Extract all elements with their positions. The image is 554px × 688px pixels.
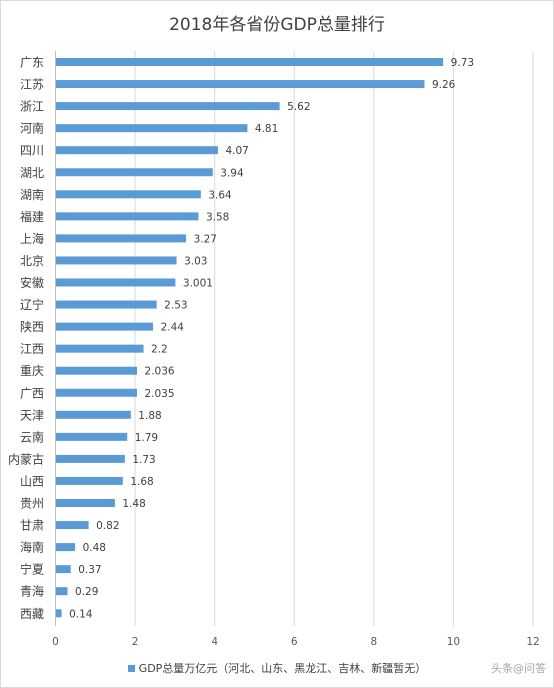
value-label: 0.82 xyxy=(96,520,119,532)
x-tick-label: 2 xyxy=(132,636,139,648)
value-label: 9.73 xyxy=(451,57,474,69)
bar xyxy=(56,278,176,287)
value-label: 3.58 xyxy=(206,211,229,223)
bar xyxy=(56,300,157,309)
category-label: 浙江 xyxy=(20,100,44,114)
bar xyxy=(56,80,425,89)
bar xyxy=(56,476,123,485)
bar xyxy=(56,344,144,353)
category-label: 湖南 xyxy=(20,187,44,202)
x-tick-label: 6 xyxy=(291,636,298,648)
x-tick-label: 0 xyxy=(52,636,59,648)
chart-title: 2018年各省份GDP总量排行 xyxy=(169,15,385,35)
bar xyxy=(56,609,62,618)
bar xyxy=(56,543,76,552)
value-label: 3.64 xyxy=(208,189,232,201)
bar xyxy=(56,454,125,463)
value-label: 3.03 xyxy=(184,255,207,267)
value-label: 9.26 xyxy=(432,79,456,91)
bar xyxy=(56,190,201,199)
value-label: 0.29 xyxy=(75,586,98,598)
value-label: 1.68 xyxy=(130,476,153,488)
category-label: 四川 xyxy=(20,144,44,158)
value-label: 3.27 xyxy=(194,233,217,245)
category-label: 福建 xyxy=(20,209,44,224)
value-label: 0.37 xyxy=(78,564,101,576)
value-label: 2.44 xyxy=(161,322,185,334)
value-label: 3.94 xyxy=(220,167,244,179)
category-label: 甘肃 xyxy=(20,519,44,533)
x-tick-label: 8 xyxy=(370,636,377,648)
value-label: 1.48 xyxy=(122,498,145,510)
category-label: 广西 xyxy=(20,386,44,400)
value-label: 4.07 xyxy=(225,145,248,157)
category-label: 天津 xyxy=(20,408,44,422)
bar xyxy=(56,587,68,596)
category-label: 重庆 xyxy=(20,364,44,378)
bar xyxy=(56,168,213,177)
category-label: 内蒙古 xyxy=(8,451,44,466)
category-label: 江西 xyxy=(20,342,44,356)
value-label: 2.035 xyxy=(144,388,174,400)
category-label: 云南 xyxy=(20,429,44,444)
legend: GDP总量万亿元（河北、山东、黑龙江、吉林、新疆暂无） xyxy=(0,660,554,676)
category-label: 河南 xyxy=(20,121,44,136)
bar xyxy=(56,410,131,419)
value-label: 0.14 xyxy=(69,608,93,620)
x-tick-label: 10 xyxy=(447,636,460,648)
bar xyxy=(56,432,128,441)
bar xyxy=(56,499,115,507)
legend-swatch xyxy=(127,665,135,672)
value-label: 5.62 xyxy=(287,101,310,113)
bar xyxy=(56,58,444,66)
category-label: 贵州 xyxy=(20,497,44,511)
bar xyxy=(56,124,248,133)
value-label: 1.88 xyxy=(138,410,161,422)
category-label: 辽宁 xyxy=(20,297,44,312)
category-label: 西藏 xyxy=(20,607,44,621)
value-label: 3.001 xyxy=(183,278,213,290)
value-label: 2.036 xyxy=(145,366,175,378)
category-label: 海南 xyxy=(20,540,44,555)
value-label: 2.53 xyxy=(164,300,187,312)
bar xyxy=(56,322,154,331)
category-label: 安徽 xyxy=(20,275,44,290)
category-label: 北京 xyxy=(20,254,44,268)
watermark: 头条@问答 xyxy=(491,662,546,675)
value-label: 2.2 xyxy=(151,344,168,356)
legend-label: GDP总量万亿元（河北、山东、黑龙江、吉林、新疆暂无） xyxy=(138,662,427,675)
category-label: 青海 xyxy=(20,584,44,599)
category-label: 陕西 xyxy=(20,319,44,334)
bar xyxy=(56,212,199,221)
category-label: 上海 xyxy=(20,231,44,246)
bar xyxy=(56,565,71,574)
x-tick-label: 12 xyxy=(526,636,539,648)
x-tick-label: 4 xyxy=(211,636,218,648)
bar xyxy=(56,102,280,111)
value-label: 1.79 xyxy=(135,432,158,444)
bar xyxy=(56,521,89,530)
value-label: 1.73 xyxy=(132,454,155,466)
category-label: 山西 xyxy=(20,474,44,488)
bar xyxy=(56,146,218,155)
value-label: 0.48 xyxy=(83,542,106,554)
category-label: 江苏 xyxy=(20,78,44,92)
category-label: 湖北 xyxy=(20,165,44,180)
bar xyxy=(56,234,187,243)
bar xyxy=(56,388,137,397)
category-label: 宁夏 xyxy=(20,562,44,577)
bar xyxy=(56,366,138,375)
bar xyxy=(56,256,177,265)
category-label: 广东 xyxy=(20,56,44,70)
value-label: 4.81 xyxy=(255,123,278,135)
